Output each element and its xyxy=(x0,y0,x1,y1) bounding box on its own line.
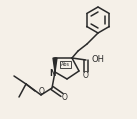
Text: O: O xyxy=(62,92,68,102)
Text: OH: OH xyxy=(91,55,104,64)
Text: N: N xyxy=(50,69,56,77)
Text: O: O xyxy=(39,87,45,96)
Text: O: O xyxy=(83,72,89,80)
Text: Abs: Abs xyxy=(61,62,70,67)
Polygon shape xyxy=(53,58,57,72)
